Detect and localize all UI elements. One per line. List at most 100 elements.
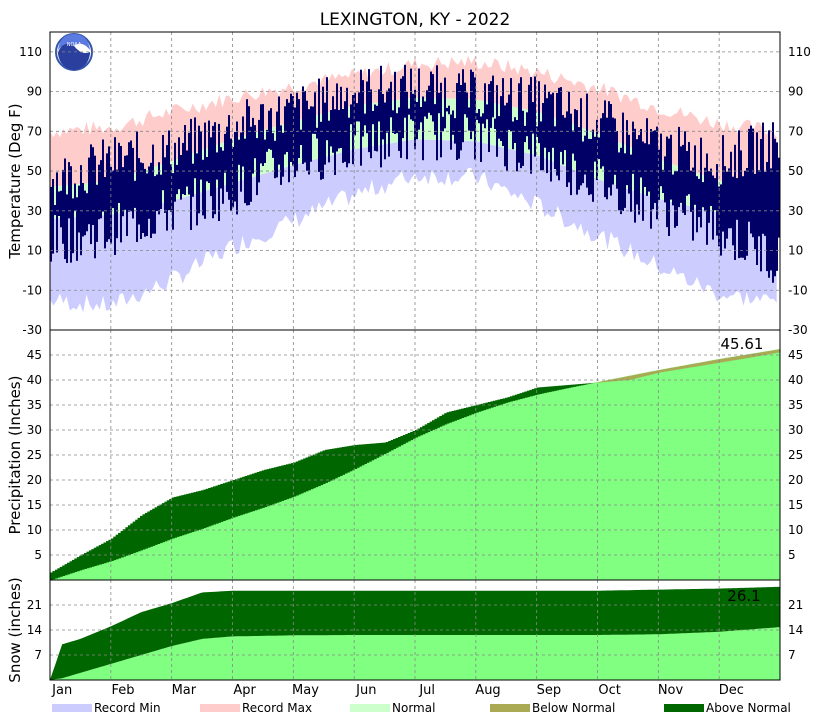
precip-above-normal-segment	[337, 447, 341, 478]
precip-above-normal-segment	[519, 393, 523, 399]
y-tick-label-right: -10	[788, 283, 808, 297]
precip-above-normal-segment	[154, 507, 158, 545]
precip-above-normal-segment	[468, 406, 472, 416]
precip-above-normal-segment	[509, 396, 513, 402]
precip-above-normal-segment	[466, 407, 470, 417]
month-labels: Jan Feb Mar Apr May Jun Jul Aug Sep Oct Nov Dec	[51, 683, 744, 698]
precip-above-normal-segment	[541, 387, 545, 394]
precip-above-normal-segment	[587, 383, 591, 384]
precip-above-normal-segment	[118, 532, 122, 559]
precip-below-normal-segment	[670, 367, 674, 371]
precip-above-normal-segment	[276, 466, 280, 503]
precip-above-normal-segment	[130, 523, 134, 554]
precip-above-normal-segment	[303, 458, 307, 493]
precip-above-normal-segment	[524, 391, 528, 398]
precip-above-normal-segment	[471, 406, 474, 415]
precip-below-normal-segment	[711, 360, 715, 364]
precip-above-normal-segment	[169, 498, 173, 540]
y-tick-label-left: 7	[34, 648, 42, 662]
precip-below-normal-segment	[728, 357, 732, 361]
precip-above-normal-segment	[101, 543, 105, 564]
precip-above-normal-segment	[269, 468, 272, 506]
precip-above-normal-segment	[383, 442, 387, 455]
precip-above-normal-segment	[91, 549, 95, 567]
month-label: Sep	[537, 683, 562, 698]
precip-above-normal-segment	[505, 397, 508, 403]
precip-above-normal-segment	[161, 503, 165, 543]
y-tick-label-right: 30	[788, 423, 803, 437]
precip-above-normal-segment	[395, 438, 399, 448]
legend-swatch	[350, 704, 390, 712]
y-tick-label-left: 10	[27, 523, 42, 537]
precip-above-normal-segment	[293, 462, 297, 497]
y-tick-label-right: 20	[788, 473, 803, 487]
month-label: Jan	[51, 683, 72, 698]
legend-swatch	[664, 704, 704, 712]
precip-below-normal-segment	[651, 371, 654, 375]
y-tick-label-right: -30	[788, 323, 808, 337]
precip-above-normal-segment	[380, 442, 384, 456]
y-tick-label-left: 70	[27, 124, 42, 138]
precip-above-normal-segment	[179, 495, 182, 537]
precip-below-normal-segment	[663, 369, 667, 372]
y-axis-label: Snow (inches)	[6, 577, 24, 682]
precip-below-normal-segment	[687, 364, 691, 368]
precip-below-normal-segment	[702, 362, 706, 366]
precip-above-normal-segment	[407, 433, 411, 442]
precip-above-normal-segment	[115, 534, 119, 560]
precip-below-normal-segment	[685, 365, 689, 369]
precip-above-normal-segment	[514, 394, 518, 401]
precip-above-normal-segment	[568, 384, 572, 388]
precip-below-normal-segment	[745, 354, 749, 359]
precip-above-normal-segment	[213, 486, 216, 525]
y-tick-label-left: 10	[27, 244, 42, 258]
precip-below-normal-segment	[599, 381, 603, 383]
y-tick-label-left: 90	[27, 85, 42, 99]
precip-below-normal-segment	[767, 351, 771, 355]
month-label: Jun	[355, 683, 376, 698]
precip-above-normal-segment	[359, 444, 362, 467]
precip-above-normal-segment	[132, 521, 136, 554]
precip-above-normal-segment	[183, 494, 187, 535]
y-tick-label-right: 7	[788, 648, 796, 662]
precip-above-normal-segment	[575, 384, 579, 387]
precip-above-normal-segment	[453, 410, 457, 421]
precip-above-normal-segment	[325, 449, 328, 483]
precip-above-normal-segment	[244, 476, 248, 514]
precip-above-normal-segment	[322, 450, 326, 484]
y-tick-label-right: 5	[788, 548, 796, 562]
precip-above-normal-segment	[96, 546, 100, 566]
precip-above-normal-segment	[300, 459, 304, 494]
precip-above-normal-segment	[507, 397, 511, 403]
precip-below-normal-segment	[743, 355, 747, 359]
precip-above-normal-segment	[110, 538, 114, 561]
y-axis-label: Precipitation (Inches)	[6, 376, 24, 535]
snow-total-label: 26.1	[727, 587, 760, 605]
precip-below-normal-segment	[758, 352, 762, 356]
precip-below-normal-segment	[619, 377, 623, 381]
y-tick-label-right: 10	[788, 523, 803, 537]
precip-above-normal-segment	[149, 510, 153, 547]
precip-above-normal-segment	[234, 479, 238, 517]
precip-above-normal-segment	[536, 387, 540, 395]
precip-above-normal-segment	[451, 411, 455, 422]
precip-below-normal-segment	[755, 353, 759, 357]
precip-below-normal-segment	[738, 355, 742, 360]
precip-above-normal-segment	[342, 447, 345, 475]
precip-above-normal-segment	[398, 437, 401, 447]
precip-above-normal-segment	[463, 408, 467, 418]
precip-above-normal-segment	[388, 441, 392, 452]
precip-above-normal-segment	[385, 442, 389, 453]
precip-above-normal-segment	[205, 488, 209, 528]
precip-above-normal-segment	[193, 492, 197, 532]
precip-above-normal-segment	[259, 471, 263, 509]
precip-above-normal-segment	[79, 555, 83, 571]
precip-above-normal-segment	[344, 446, 348, 474]
precip-below-normal-segment	[694, 363, 698, 367]
noaa-logo-icon: NOAA	[55, 33, 93, 71]
precip-above-normal-segment	[371, 443, 375, 461]
precip-above-normal-segment	[339, 447, 343, 476]
precip-above-normal-segment	[544, 386, 547, 393]
legend-swatch	[52, 704, 92, 712]
